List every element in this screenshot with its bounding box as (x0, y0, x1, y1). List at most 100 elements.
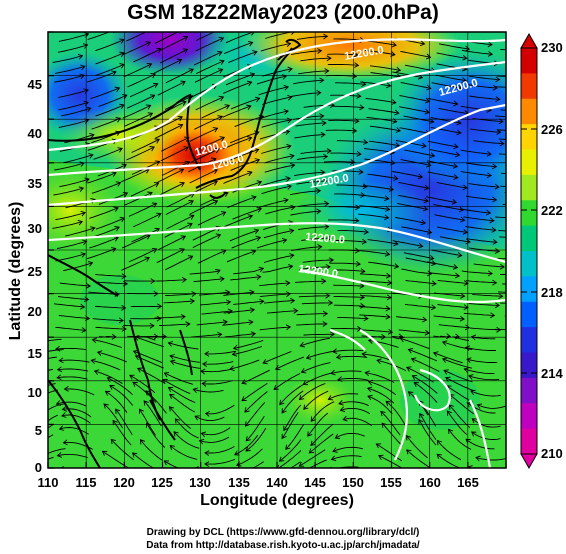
streamline (446, 410, 468, 435)
streamline (195, 37, 224, 52)
streamline-arrow (114, 226, 120, 232)
streamline (95, 52, 125, 65)
streamline-arrow (214, 147, 220, 154)
streamline (398, 106, 430, 113)
streamline (365, 372, 395, 383)
streamline (336, 140, 368, 143)
streamline (196, 136, 225, 151)
streamline (54, 65, 85, 74)
streamline (63, 154, 94, 164)
streamline (299, 383, 326, 400)
streamline-arrow (162, 379, 168, 385)
streamline-arrow (361, 351, 367, 358)
streamline-arrow (119, 38, 125, 44)
streamline-arrow (179, 181, 185, 188)
streamline-arrow (180, 235, 187, 241)
streamline-arrow (499, 263, 505, 270)
streamline-arrow (258, 266, 265, 273)
streamline (130, 182, 159, 197)
streamline (296, 156, 328, 161)
streamline-arrow (253, 147, 260, 154)
streamline-arrow (410, 357, 417, 363)
credit-data: Data from http://database.rish.kyoto-u.a… (146, 540, 420, 551)
colorbar (520, 32, 538, 470)
colorbar-segment (521, 48, 537, 74)
streamline (298, 226, 329, 231)
x-axis-label: Longitude (degrees) (200, 492, 354, 509)
streamline-arrow (37, 455, 42, 459)
streamline (133, 48, 162, 63)
streamline-arrow (324, 223, 330, 230)
streamline (204, 350, 236, 355)
streamline-arrow (254, 158, 261, 164)
streamline (293, 79, 324, 85)
y-tick-label: 30 (27, 221, 42, 236)
streamline-arrow (149, 146, 155, 152)
streamline-arrow (330, 369, 336, 376)
streamline (230, 97, 260, 110)
streamline (223, 137, 252, 150)
streamline-arrow (177, 123, 184, 129)
streamline-arrow (63, 386, 69, 392)
streamline-arrow (278, 456, 285, 462)
streamline-arrow (58, 425, 65, 431)
streamline (222, 321, 253, 326)
streamline (290, 210, 321, 216)
streamline-arrow (445, 333, 452, 340)
streamline (494, 86, 506, 88)
streamline (463, 216, 494, 222)
streamline (499, 236, 506, 238)
streamline (466, 238, 497, 243)
streamline (400, 337, 430, 350)
streamline (124, 192, 153, 206)
streamline-arrow (287, 66, 293, 73)
streamline (498, 230, 506, 232)
streamline-arrow (137, 367, 143, 373)
streamline (365, 40, 397, 46)
streamline-arrow (394, 142, 401, 148)
streamline-arrow (325, 264, 331, 270)
streamline (308, 459, 327, 468)
streamline (435, 74, 467, 82)
streamline (193, 278, 225, 283)
streamline (431, 82, 462, 89)
streamline (57, 453, 88, 459)
streamline-arrow (461, 77, 467, 83)
streamline (86, 71, 117, 83)
streamline (290, 461, 301, 468)
streamline (401, 226, 432, 234)
x-tick-label: 165 (457, 475, 479, 490)
streamline-arrow (111, 247, 117, 253)
streamline (199, 301, 231, 306)
streamline (223, 81, 252, 94)
streamline-arrow (281, 433, 287, 440)
streamline (55, 212, 86, 221)
colorbar-segment (521, 225, 537, 252)
streamline (229, 149, 259, 161)
streamline-arrow (88, 153, 94, 159)
streamline (193, 51, 222, 66)
streamline-arrow (101, 450, 108, 456)
streamline-arrow (308, 448, 315, 454)
streamline-arrow (241, 396, 247, 402)
streamline-arrow (283, 197, 289, 204)
streamline (58, 119, 89, 128)
streamline-arrow (204, 410, 211, 417)
streamline (57, 44, 88, 53)
streamline (412, 375, 438, 394)
streamline (465, 438, 495, 450)
streamline-arrow (163, 372, 170, 378)
streamline-arrow (423, 197, 430, 204)
colorbar-frame (520, 47, 538, 455)
streamline-arrow (234, 450, 240, 456)
colorbar-segment (521, 377, 537, 404)
streamline-arrow (154, 138, 160, 144)
streamline (260, 177, 291, 187)
streamline-arrow (77, 219, 84, 226)
streamline-arrow (395, 66, 402, 73)
streamline-arrow (80, 64, 86, 71)
streamline-arrow (418, 418, 424, 425)
streamline (300, 337, 330, 347)
streamline-arrow (145, 390, 151, 396)
streamline (364, 158, 395, 164)
